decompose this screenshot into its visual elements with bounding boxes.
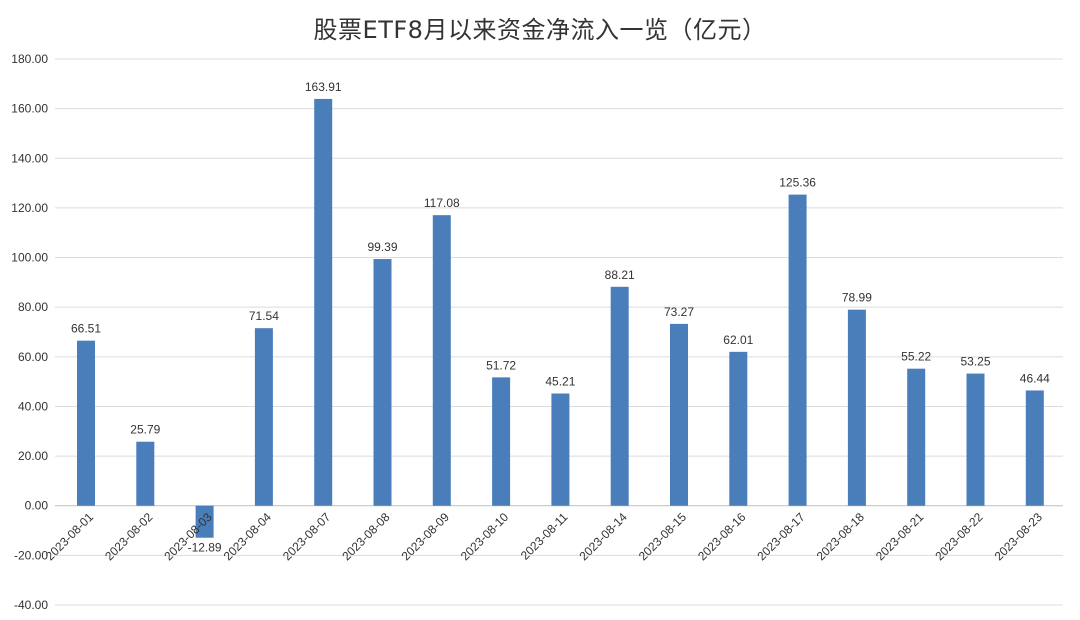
data-label: 99.39: [367, 240, 397, 254]
y-tick-label: 140.00: [11, 151, 48, 165]
data-label: 46.44: [1020, 371, 1050, 385]
x-tick-label: 2023-08-11: [518, 510, 571, 563]
y-axis-ticks: -40.00 -20.00 0.00 20.00 40.00 60.00 80.00 100.…: [11, 52, 48, 612]
y-tick-label: -20.00: [14, 548, 48, 562]
data-label: 66.51: [71, 322, 101, 336]
y-tick-label: -40.00: [14, 598, 48, 612]
bar: [610, 286, 629, 506]
bar: [1025, 390, 1044, 506]
y-tick-label: 0.00: [25, 499, 49, 513]
y-tick-label: 20.00: [18, 449, 48, 463]
data-label: 51.72: [486, 358, 516, 372]
y-tick-label: 40.00: [18, 399, 48, 413]
data-label: 55.22: [901, 350, 931, 364]
data-label: 78.99: [842, 291, 872, 305]
bar: [788, 194, 807, 506]
data-label: 117.08: [424, 196, 460, 210]
bar: [373, 259, 392, 506]
y-tick-label: 180.00: [11, 52, 48, 66]
data-label: 125.36: [779, 176, 816, 190]
data-label: 88.21: [605, 268, 635, 282]
bar: [136, 441, 155, 506]
data-labels: 66.51 25.79 -12.89 71.54 163.91 99.39 117.08 51…: [71, 80, 1050, 555]
data-label: 53.25: [960, 355, 990, 369]
bar: [670, 323, 688, 506]
bars: [77, 98, 1044, 538]
bar: [314, 98, 333, 506]
data-label: -12.89: [188, 541, 222, 555]
bar: [551, 393, 570, 506]
chart-title: 股票ETF8月以来资金净流入一览（亿元）: [313, 16, 767, 44]
y-tick-label: 80.00: [18, 300, 48, 314]
data-label: 45.21: [545, 375, 575, 389]
data-label: 62.01: [723, 333, 753, 347]
bar: [729, 351, 748, 506]
data-label: 73.27: [664, 305, 694, 319]
bar: [432, 215, 451, 506]
y-tick-label: 160.00: [11, 102, 48, 116]
bar: [492, 377, 511, 506]
y-tick-label: 120.00: [11, 201, 48, 215]
bar: [195, 505, 214, 538]
bar: [966, 373, 985, 506]
bar: [847, 309, 866, 506]
bar: [254, 328, 273, 506]
data-label: 163.91: [305, 80, 342, 94]
y-tick-label: 60.00: [18, 350, 48, 364]
data-label: 71.54: [249, 309, 279, 323]
y-tick-label: 100.00: [11, 251, 48, 265]
bar: [77, 340, 95, 506]
data-label: 25.79: [130, 423, 160, 437]
bar: [907, 368, 926, 506]
